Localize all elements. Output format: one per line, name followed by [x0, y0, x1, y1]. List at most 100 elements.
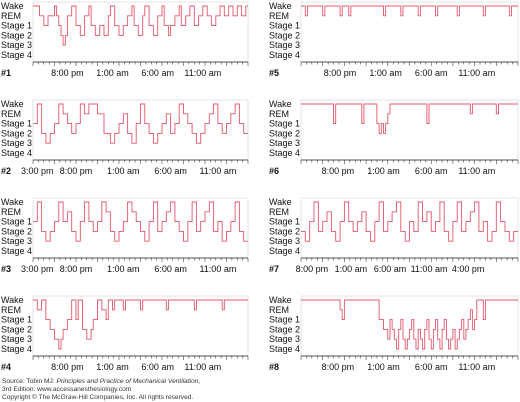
stage-label: Stage 1 — [1, 21, 32, 31]
stage-label: Stage 3 — [269, 138, 300, 148]
stage-label: Stage 2 — [1, 324, 32, 334]
stage-label: Stage 1 — [1, 315, 32, 325]
stage-label: Stage 3 — [1, 40, 32, 50]
stage-label: Stage 1 — [269, 119, 300, 129]
copyright-line: Copyright © The McGraw-Hill Companies, I… — [2, 394, 194, 401]
source-title: Principles and Practice of Mechanical Ve… — [56, 378, 201, 385]
x-tick-label: 1:00 am — [335, 264, 368, 274]
hypnogram-trace — [301, 103, 518, 134]
stage-label: Stage 3 — [269, 40, 300, 50]
stage-label: Stage 4 — [269, 50, 300, 60]
hypnogram-trace — [33, 5, 248, 46]
stage-label: Stage 1 — [269, 217, 300, 227]
x-tick-label: 8:00 pm — [51, 68, 84, 78]
panel-number: #2 — [1, 166, 11, 176]
source-line-2: 3rd Edition: www.accessanesthesiology.co… — [2, 386, 132, 393]
panel-number: #6 — [269, 166, 279, 176]
stage-label: Wake — [269, 1, 292, 11]
stage-label: Stage 4 — [269, 246, 300, 256]
x-tick-label: 6:00 am — [374, 264, 407, 274]
stage-label: Stage 4 — [1, 344, 32, 354]
x-tick-label: 11:00 am — [184, 68, 221, 78]
stage-label: Stage 3 — [269, 334, 300, 344]
stage-label: REM — [1, 207, 21, 217]
panel-number: #1 — [1, 68, 11, 78]
hypnogram-trace — [301, 299, 518, 350]
stage-label: REM — [1, 109, 21, 119]
source-line: Source: Tobin MJ: Principles and Practic… — [2, 378, 200, 386]
x-tick-label: 8:00 pm — [60, 166, 93, 176]
stage-label: Stage 2 — [269, 226, 300, 236]
x-tick-label: 8:00 pm — [324, 68, 357, 78]
x-tick-label: 11:00 am — [411, 264, 448, 274]
hypnogram-trace — [33, 299, 248, 350]
plot-frame — [32, 1, 249, 63]
stage-label: Stage 3 — [1, 138, 32, 148]
x-tick-label: 4:00 pm — [452, 264, 485, 274]
x-tick-label: 8:00 pm — [60, 264, 93, 274]
x-tick-label: 6:00 am — [141, 68, 174, 78]
stage-label: Stage 4 — [269, 148, 300, 158]
stage-label: Stage 1 — [269, 21, 300, 31]
x-tick-label: 11:00 am — [199, 166, 236, 176]
panel-number: #3 — [1, 264, 11, 274]
x-tick-label: 6:00 am — [415, 166, 448, 176]
hypnogram-trace — [301, 201, 518, 242]
x-tick-label: 6:00 am — [154, 264, 187, 274]
stage-label: Stage 1 — [269, 315, 300, 325]
x-tick-label: 1:00 am — [96, 362, 129, 372]
x-tick-label: 11:00 am — [458, 362, 495, 372]
stage-label: Stage 4 — [1, 50, 32, 60]
x-tick-label: 11:00 am — [458, 166, 495, 176]
x-tick-label: 8:00 pm — [51, 362, 84, 372]
x-tick-label: 6:00 am — [415, 362, 448, 372]
stage-label: Stage 4 — [1, 246, 32, 256]
x-tick-label: 1:00 am — [367, 166, 400, 176]
stage-label: Stage 2 — [1, 128, 32, 138]
x-tick-label: 8:00 pm — [322, 166, 355, 176]
stage-label: Stage 2 — [1, 226, 32, 236]
stage-label: Stage 4 — [1, 148, 32, 158]
stage-label: Stage 1 — [1, 119, 32, 129]
x-tick-label: 6:00 am — [141, 362, 174, 372]
stage-label: Wake — [269, 99, 292, 109]
stage-label: Wake — [269, 295, 292, 305]
stage-label: Wake — [1, 99, 24, 109]
panel-number: #7 — [269, 264, 279, 274]
stage-label: Stage 2 — [269, 30, 300, 40]
x-tick-label: 11:00 am — [199, 264, 236, 274]
x-tick-label: 1:00 am — [369, 68, 402, 78]
stage-label: Wake — [269, 197, 292, 207]
source-prefix: Source: Tobin MJ: — [2, 378, 55, 385]
x-tick-label: 11:00 am — [458, 68, 495, 78]
panel-number: #8 — [269, 362, 279, 372]
stage-label: Wake — [1, 1, 24, 11]
x-tick-label: 6:00 am — [154, 166, 187, 176]
stage-label: Wake — [1, 295, 24, 305]
stage-label: Stage 2 — [269, 128, 300, 138]
x-tick-label: 6:00 am — [415, 68, 448, 78]
panel-number: #4 — [1, 362, 11, 372]
x-tick-label: 3:00 pm — [21, 264, 54, 274]
x-tick-label: 11:00 am — [184, 362, 221, 372]
hypnogram-trace — [33, 201, 248, 242]
stage-label: Stage 3 — [1, 334, 32, 344]
x-tick-label: 3:00 pm — [21, 166, 54, 176]
stage-label: REM — [269, 305, 289, 315]
stage-label: REM — [1, 305, 21, 315]
stage-label: REM — [269, 207, 289, 217]
stage-label: Stage 2 — [269, 324, 300, 334]
panel-number: #5 — [269, 68, 279, 78]
stage-label: REM — [269, 11, 289, 21]
x-tick-label: 1:00 am — [107, 166, 140, 176]
stage-label: REM — [269, 109, 289, 119]
x-tick-label: 1:00 am — [107, 264, 140, 274]
hypnogram-trace — [33, 103, 248, 144]
x-tick-label: 1:00 am — [367, 362, 400, 372]
